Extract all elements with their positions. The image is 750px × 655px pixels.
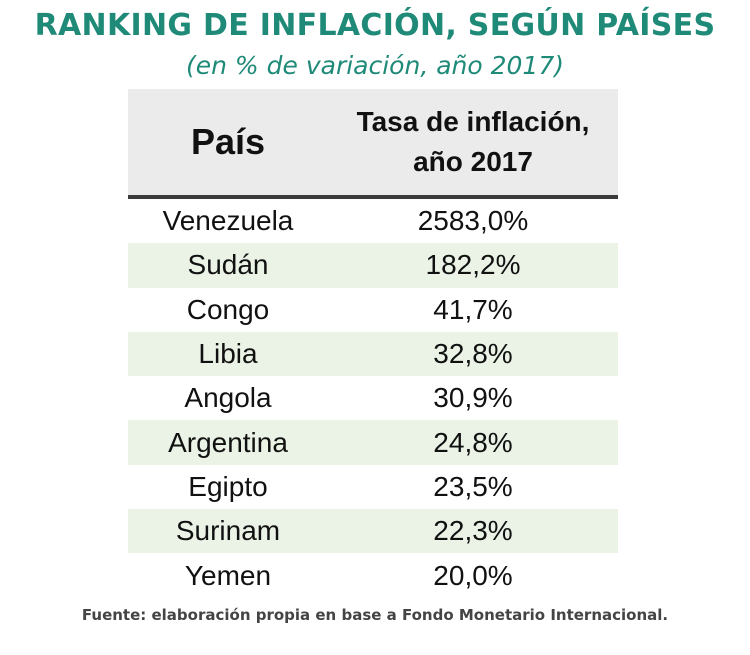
- inflation-table: País Tasa de inflación, año 2017 Venezue…: [128, 89, 618, 598]
- table-row: Yemen 20,0%: [128, 553, 618, 597]
- cell-inflation-rate: 32,8%: [433, 338, 513, 370]
- cell-country: Sudán: [187, 249, 269, 281]
- cell-country: Yemen: [184, 559, 272, 591]
- table-row: Argentina 24,8%: [128, 420, 618, 465]
- column-header-rate: Tasa de inflación, año 2017: [328, 89, 618, 195]
- table-row: Egipto 23,5%: [128, 465, 618, 509]
- cell-country: Surinam: [175, 515, 281, 547]
- cell-country: Egipto: [188, 470, 268, 502]
- table-row: Libia 32,8%: [128, 331, 618, 377]
- table-row: Venezuela 2583,0%: [128, 199, 618, 243]
- cell-inflation-rate: 20,0%: [433, 559, 513, 591]
- cell-inflation-rate: 22,3%: [433, 515, 513, 547]
- table-body: Venezuela 2583,0% Sudán 182,2% Congo 41,7% Lib…: [128, 199, 618, 598]
- cell-inflation-rate: 30,9%: [433, 382, 513, 414]
- table-row: Angola 30,9%: [128, 376, 618, 420]
- cell-country: Argentina: [168, 426, 288, 458]
- column-header-country: País: [190, 121, 266, 162]
- column-header-rate-line2: año 2017: [413, 146, 533, 177]
- cell-inflation-rate: 24,8%: [433, 426, 513, 458]
- table-row: Congo 41,7%: [128, 288, 618, 332]
- cell-country: Libia: [198, 338, 258, 370]
- cell-country: Congo: [186, 293, 270, 325]
- cell-country: Angola: [184, 382, 272, 414]
- cell-inflation-rate: 23,5%: [433, 470, 513, 502]
- source-note: Fuente: elaboración propia en base a Fon…: [81, 606, 669, 624]
- chart-title: RANKING DE INFLACIÓN, SEGÚN PAÍSES: [34, 8, 716, 43]
- cell-country: Venezuela: [162, 205, 294, 237]
- table-header: País Tasa de inflación, año 2017: [128, 89, 618, 199]
- column-header-rate-line1: Tasa de inflación,: [356, 106, 590, 137]
- chart-subtitle: (en % de variación, año 2017): [186, 51, 564, 80]
- table-row: Sudán 182,2%: [128, 243, 618, 288]
- cell-inflation-rate: 41,7%: [433, 293, 513, 325]
- cell-inflation-rate: 182,2%: [425, 249, 521, 281]
- cell-inflation-rate: 2583,0%: [417, 205, 529, 237]
- table-row: Surinam 22,3%: [128, 509, 618, 554]
